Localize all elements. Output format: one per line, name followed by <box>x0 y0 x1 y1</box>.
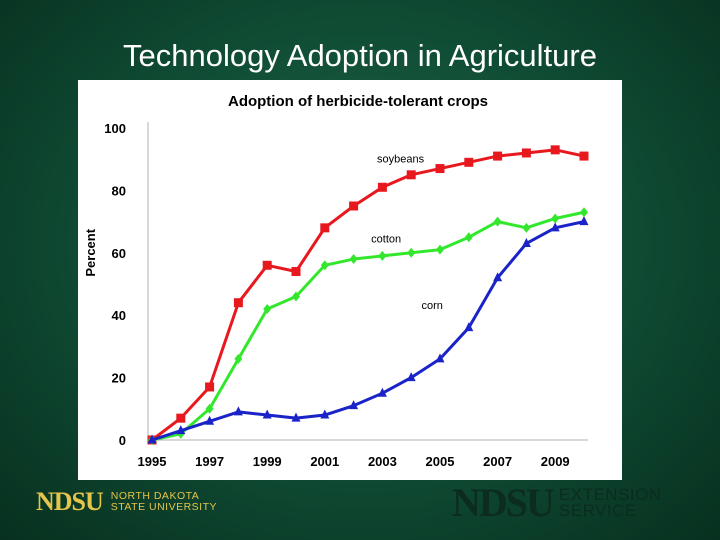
data-point <box>233 298 243 308</box>
data-point <box>464 157 474 167</box>
x-tick-label: 2007 <box>483 454 512 469</box>
x-tick-label: 2005 <box>426 454 455 469</box>
logo-subtitle: NORTH DAKOTA STATE UNIVERSITY <box>111 491 217 513</box>
data-point <box>407 247 416 258</box>
data-point <box>291 267 301 277</box>
data-point <box>176 425 186 435</box>
data-point <box>349 254 358 265</box>
slide-title: Technology Adoption in Agriculture <box>123 38 597 73</box>
series-line-cotton <box>151 210 585 442</box>
y-tick-label: 20 <box>112 371 126 386</box>
ndsu-university-logo: NDSU NORTH DAKOTA STATE UNIVERSITY <box>36 487 217 517</box>
x-tick-label: 1999 <box>253 454 282 469</box>
chart-panel: Adoption of herbicide-tolerant crops 0 20 4… <box>78 80 622 480</box>
x-tick-label: 2009 <box>541 454 570 469</box>
x-tick-label: 2003 <box>368 454 397 469</box>
series-label-corn: corn <box>422 300 443 312</box>
data-point <box>205 382 215 392</box>
data-point <box>377 387 387 397</box>
data-point <box>147 434 157 444</box>
data-point <box>550 145 560 155</box>
data-point <box>234 353 243 364</box>
data-point <box>435 353 445 363</box>
data-point <box>320 223 330 233</box>
data-point <box>464 232 473 243</box>
data-point <box>320 260 329 271</box>
data-point <box>205 415 215 425</box>
data-point <box>493 216 502 227</box>
logo-subtitle: EXTENSION SERVICE <box>558 484 662 520</box>
data-point <box>550 222 560 232</box>
y-tick-label: 80 <box>112 183 126 198</box>
data-point <box>262 409 272 419</box>
data-point <box>263 303 272 314</box>
data-point <box>349 201 359 211</box>
y-tick-label: 60 <box>112 246 126 261</box>
series-label-soybeans: soybeans <box>377 153 425 165</box>
series-label-bg <box>372 150 433 168</box>
data-point <box>464 322 474 332</box>
data-point <box>233 406 243 416</box>
logo-line: EXTENSION <box>558 484 662 504</box>
x-tick-label: 2001 <box>310 454 339 469</box>
data-point <box>406 170 416 180</box>
data-point <box>436 244 444 255</box>
series-label-bg <box>365 230 412 248</box>
y-tick-label: 40 <box>112 308 126 323</box>
y-tick-label: 100 <box>104 121 126 136</box>
logo-line: STATE UNIVERSITY <box>110 501 218 513</box>
data-point <box>292 291 300 302</box>
y-tick-label: 0 <box>119 433 126 448</box>
data-point <box>493 151 503 161</box>
logo-mark: NDSU <box>36 487 104 516</box>
data-point <box>378 250 387 261</box>
data-point <box>521 148 531 158</box>
ndsu-extension-logo: NDSU EXTENSION SERVICE <box>452 479 662 526</box>
data-point <box>522 222 531 233</box>
series-line-corn <box>151 220 585 442</box>
y-axis-label: Percent <box>83 228 98 276</box>
series-line-soybeans <box>151 148 585 442</box>
data-point <box>291 412 301 422</box>
data-point <box>551 213 560 224</box>
logo-mark: NDSU <box>452 480 555 525</box>
data-point <box>579 216 589 226</box>
data-point <box>176 413 186 423</box>
data-point <box>579 151 589 161</box>
series-label-cotton: cotton <box>371 234 401 246</box>
data-point <box>205 403 214 414</box>
data-point <box>493 272 503 282</box>
chart-title: Adoption of herbicide-tolerant crops <box>228 93 488 110</box>
data-point <box>435 164 445 174</box>
data-point <box>377 182 387 192</box>
logo-line: NORTH DAKOTA <box>110 490 200 502</box>
x-tick-label: 1997 <box>195 454 224 469</box>
data-point <box>406 372 416 382</box>
data-point <box>521 237 531 247</box>
data-point <box>320 409 330 419</box>
line-chart: Adoption of herbicide-tolerant crops 0 20 4… <box>83 93 589 469</box>
data-point <box>349 400 359 410</box>
data-point <box>580 207 588 218</box>
logo-line: SERVICE <box>558 500 637 520</box>
series-label-bg <box>417 296 452 314</box>
data-point <box>262 260 272 270</box>
x-tick-label: 1995 <box>138 454 167 469</box>
